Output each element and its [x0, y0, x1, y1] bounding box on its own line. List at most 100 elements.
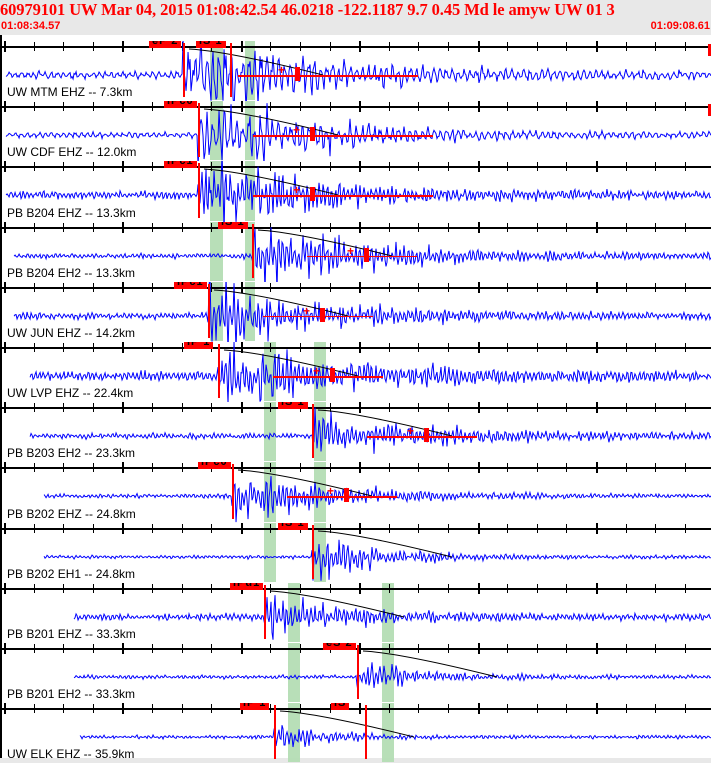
- pick-line-p[interactable]: [232, 464, 234, 519]
- pick-label-is[interactable]: iS: [331, 703, 350, 711]
- pick-line-s[interactable]: [252, 223, 254, 278]
- axis-tick: [92, 403, 94, 413]
- pick-label-is1[interactable]: iS 1: [278, 522, 308, 530]
- time-axis: [2, 522, 711, 534]
- axis-tick: [477, 101, 480, 113]
- axis-tick: [448, 42, 449, 51]
- axis-tick: [536, 42, 538, 51]
- axis-tick: [152, 403, 153, 413]
- axis-tick: [477, 41, 480, 52]
- axis-tick: [329, 162, 331, 172]
- axis-tick: [684, 463, 686, 473]
- coda-decay-curve: [214, 289, 349, 317]
- axis-tick: [4, 161, 6, 173]
- pick-line-p[interactable]: [198, 163, 200, 218]
- axis-tick: [388, 644, 390, 653]
- axis-line: [2, 467, 711, 470]
- trace-row[interactable]: 01:09iS 1PB B202 EH1 -- 24.8km: [2, 522, 711, 583]
- trace-row[interactable]: 01:09+iS 1PB B203 EH2 -- 23.3km: [2, 402, 711, 462]
- pick-label-ipc1[interactable]: iPc1: [174, 281, 207, 289]
- axis-tick: [477, 221, 480, 233]
- time-window-band: [245, 281, 255, 341]
- axis-tick: [270, 644, 272, 653]
- coda-decay-curve: [204, 168, 339, 196]
- trace-row[interactable]: 01:09iPd1PB B201 EHZ -- 33.3km: [2, 582, 711, 643]
- pick-label-ep2[interactable]: eP 2: [149, 41, 182, 48]
- axis-tick: [300, 42, 301, 51]
- pick-line-p[interactable]: [183, 43, 185, 98]
- axis-tick: [507, 463, 509, 473]
- axis-tick: [388, 282, 390, 292]
- pick-line-s[interactable]: [365, 705, 367, 760]
- axis-line: [2, 527, 711, 530]
- pick-line-p[interactable]: [274, 705, 276, 760]
- axis-tick: [388, 42, 390, 51]
- axis-tick: [211, 403, 213, 413]
- coda-decay-curve: [279, 710, 415, 738]
- pick-line-p[interactable]: [218, 344, 220, 399]
- axis-tick: [270, 704, 272, 714]
- waveform-trace: [13, 226, 711, 282]
- axis-tick: [507, 644, 509, 653]
- pick-label-ipc0[interactable]: iPc0: [164, 101, 197, 109]
- axis-tick: [655, 704, 657, 714]
- pick-label-is1[interactable]: iS 1: [218, 221, 248, 229]
- axis-tick: [448, 102, 449, 112]
- coda-amplitude-line: [238, 75, 418, 77]
- pick-label-ipd1[interactable]: iPd1: [230, 582, 264, 590]
- axis-tick: [418, 403, 420, 413]
- pick-line-s[interactable]: [357, 645, 359, 700]
- axis-tick: [536, 222, 538, 232]
- coda-amplitude-line: [253, 195, 433, 197]
- pick-label-ip1[interactable]: iP 1: [240, 703, 270, 711]
- pick-line-s[interactable]: [312, 524, 314, 579]
- amplitude-peak-marker: [320, 307, 325, 322]
- coda-decay-curve: [237, 469, 373, 497]
- axis-tick: [270, 343, 272, 352]
- amplitude-plus-marker: +: [313, 364, 321, 378]
- pick-label-ip1[interactable]: iP 1: [184, 342, 214, 349]
- axis-tick: [596, 703, 598, 715]
- axis-tick: [477, 522, 480, 534]
- axis-tick: [596, 281, 598, 293]
- axis-tick: [507, 42, 509, 51]
- axis-tick: [448, 644, 449, 653]
- axis-tick: [359, 522, 362, 534]
- pick-line-p[interactable]: [264, 584, 266, 639]
- pick-line-p[interactable]: [208, 283, 210, 338]
- axis-tick: [329, 463, 331, 473]
- trace-row[interactable]: 01:09+iP 1UW LVP EHZ -- 22.4km: [2, 342, 711, 403]
- axis-tick: [33, 222, 35, 232]
- axis-tick: [270, 463, 272, 473]
- waveform-trace: [79, 710, 711, 748]
- axis-tick: [655, 523, 657, 533]
- pick-label-ipc1[interactable]: iPc1: [164, 161, 197, 169]
- axis-tick: [655, 42, 657, 51]
- axis-tick: [63, 42, 65, 51]
- axis-tick: [211, 583, 213, 593]
- pick-line-p[interactable]: [198, 103, 200, 158]
- pick-label-es2[interactable]: eS 2: [323, 643, 356, 650]
- axis-tick: [359, 582, 362, 594]
- trace-row[interactable]: 01:09+eP 2iS 1UW MTM EHZ -- 7.3km: [2, 41, 711, 102]
- pick-line-s[interactable]: [230, 43, 232, 98]
- pick-label-is1[interactable]: iS 1: [196, 41, 226, 48]
- axis-tick: [448, 162, 449, 172]
- trace-row[interactable]: 01:09eS 2PB B201 EH2 -- 33.3km: [2, 643, 711, 703]
- trace-row[interactable]: 01:09+iS 1PB B204 EH2 -- 13.3km: [2, 221, 711, 282]
- axis-tick: [181, 583, 183, 593]
- pick-label-ipc0[interactable]: iPc0: [198, 462, 231, 470]
- axis-tick: [359, 41, 362, 52]
- axis-tick: [181, 222, 183, 232]
- axis-tick: [536, 644, 538, 653]
- pick-label-is1[interactable]: iS 1: [278, 402, 308, 410]
- trace-plot-area[interactable]: 01:09+eP 2iS 1UW MTM EHZ -- 7.3km01:09+i…: [0, 35, 711, 763]
- axis-tick: [270, 42, 272, 51]
- pick-line-s[interactable]: [312, 404, 314, 459]
- time-window-band: [288, 703, 300, 763]
